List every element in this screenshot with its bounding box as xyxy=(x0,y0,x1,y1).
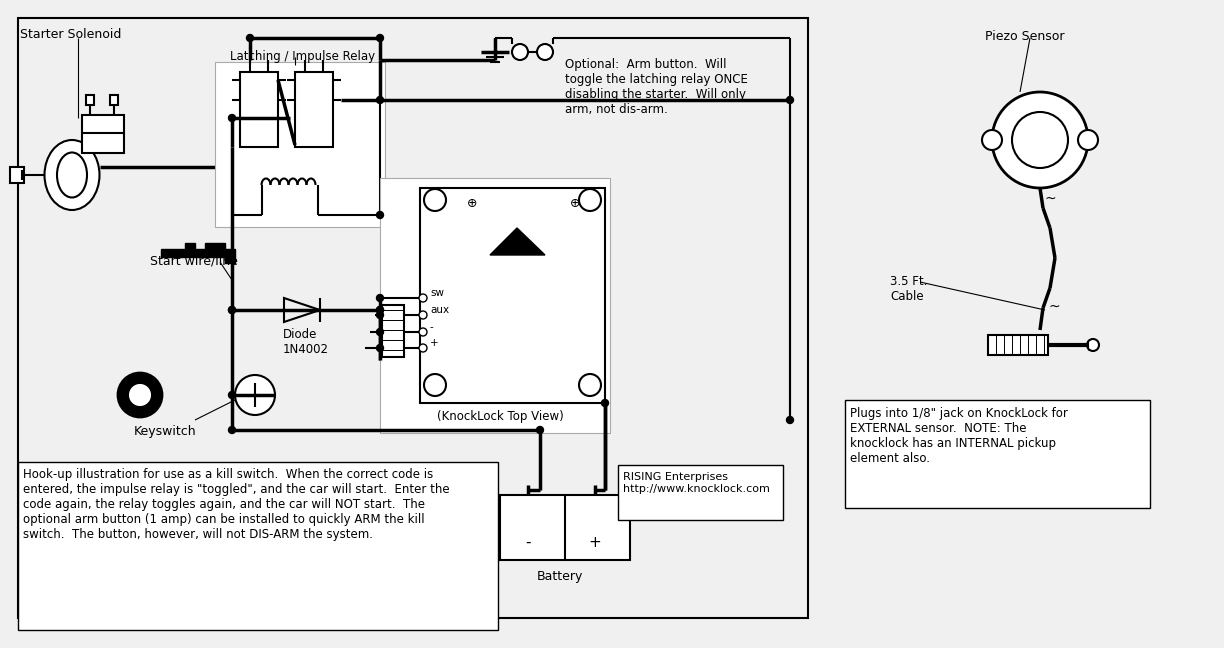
Bar xyxy=(845,400,1151,508)
Circle shape xyxy=(579,374,601,396)
Text: ⊕: ⊕ xyxy=(569,197,580,210)
Text: Optional:  Arm button.  Will
toggle the latching relay ONCE
disabling the starte: Optional: Arm button. Will toggle the la… xyxy=(565,58,748,116)
Bar xyxy=(618,465,783,520)
Circle shape xyxy=(419,311,427,319)
Circle shape xyxy=(229,426,235,434)
Circle shape xyxy=(377,312,383,319)
Text: (KnockLock Top View): (KnockLock Top View) xyxy=(437,410,563,423)
Ellipse shape xyxy=(44,140,99,210)
Circle shape xyxy=(512,44,528,60)
Text: ⊕: ⊕ xyxy=(466,197,477,210)
Bar xyxy=(240,72,278,147)
Bar xyxy=(86,95,94,105)
Bar xyxy=(10,167,24,183)
Bar xyxy=(420,188,605,403)
Circle shape xyxy=(229,115,235,122)
Text: Start wire/line: Start wire/line xyxy=(151,255,237,268)
Text: ~: ~ xyxy=(1045,192,1056,206)
Ellipse shape xyxy=(58,152,87,198)
Circle shape xyxy=(579,189,601,211)
Circle shape xyxy=(377,97,383,104)
Circle shape xyxy=(787,417,793,424)
Text: Diode
1N4002: Diode 1N4002 xyxy=(283,328,329,356)
Circle shape xyxy=(601,400,608,406)
Bar xyxy=(18,18,808,618)
Circle shape xyxy=(377,294,383,301)
Circle shape xyxy=(229,391,235,399)
Circle shape xyxy=(377,307,383,314)
Bar xyxy=(110,95,118,105)
Text: Latching / Impulse Relay: Latching / Impulse Relay xyxy=(230,50,375,63)
Text: RISING Enterprises
http://www.knocklock.com: RISING Enterprises http://www.knocklock.… xyxy=(623,472,770,494)
Circle shape xyxy=(419,344,427,352)
Polygon shape xyxy=(162,243,235,263)
Text: +: + xyxy=(589,535,601,550)
Text: Starter Solenoid: Starter Solenoid xyxy=(20,28,121,41)
Text: Plugs into 1/8" jack on KnockLock for
EXTERNAL sensor.  NOTE: The
knocklock has : Plugs into 1/8" jack on KnockLock for EX… xyxy=(849,407,1067,465)
Text: +: + xyxy=(430,338,438,348)
Circle shape xyxy=(118,373,162,417)
Circle shape xyxy=(377,329,383,336)
Text: Battery: Battery xyxy=(537,570,583,583)
Circle shape xyxy=(424,189,446,211)
Bar xyxy=(295,72,333,147)
Circle shape xyxy=(235,375,275,415)
Text: ~: ~ xyxy=(1048,300,1060,314)
Bar xyxy=(988,335,1048,355)
Text: -: - xyxy=(430,322,433,332)
Circle shape xyxy=(377,211,383,218)
Circle shape xyxy=(787,97,793,104)
Circle shape xyxy=(982,130,1002,150)
Text: 3.5 Ft.
Cable: 3.5 Ft. Cable xyxy=(890,275,928,303)
Polygon shape xyxy=(490,228,545,255)
Circle shape xyxy=(246,34,253,41)
Bar xyxy=(499,495,630,560)
Circle shape xyxy=(537,44,553,60)
Bar xyxy=(382,305,404,357)
Bar xyxy=(82,115,124,153)
Circle shape xyxy=(377,34,383,41)
Text: sw: sw xyxy=(430,288,444,298)
Text: -: - xyxy=(525,535,531,550)
Circle shape xyxy=(130,385,151,405)
Text: aux: aux xyxy=(430,305,449,315)
Circle shape xyxy=(229,307,235,314)
Circle shape xyxy=(1012,112,1069,168)
Circle shape xyxy=(419,328,427,336)
Circle shape xyxy=(419,294,427,302)
Circle shape xyxy=(1087,339,1099,351)
Bar xyxy=(379,178,610,433)
Bar xyxy=(215,62,386,227)
Text: Hook-up illustration for use as a kill switch.  When the correct code is
entered: Hook-up illustration for use as a kill s… xyxy=(23,468,449,541)
Bar xyxy=(18,462,498,630)
Text: Piezo Sensor: Piezo Sensor xyxy=(985,30,1065,43)
Circle shape xyxy=(1078,130,1098,150)
Circle shape xyxy=(229,307,235,314)
Circle shape xyxy=(536,426,543,434)
Circle shape xyxy=(377,307,383,314)
Text: Keyswitch: Keyswitch xyxy=(133,425,196,438)
Circle shape xyxy=(991,92,1088,188)
Circle shape xyxy=(424,374,446,396)
Circle shape xyxy=(377,345,383,351)
